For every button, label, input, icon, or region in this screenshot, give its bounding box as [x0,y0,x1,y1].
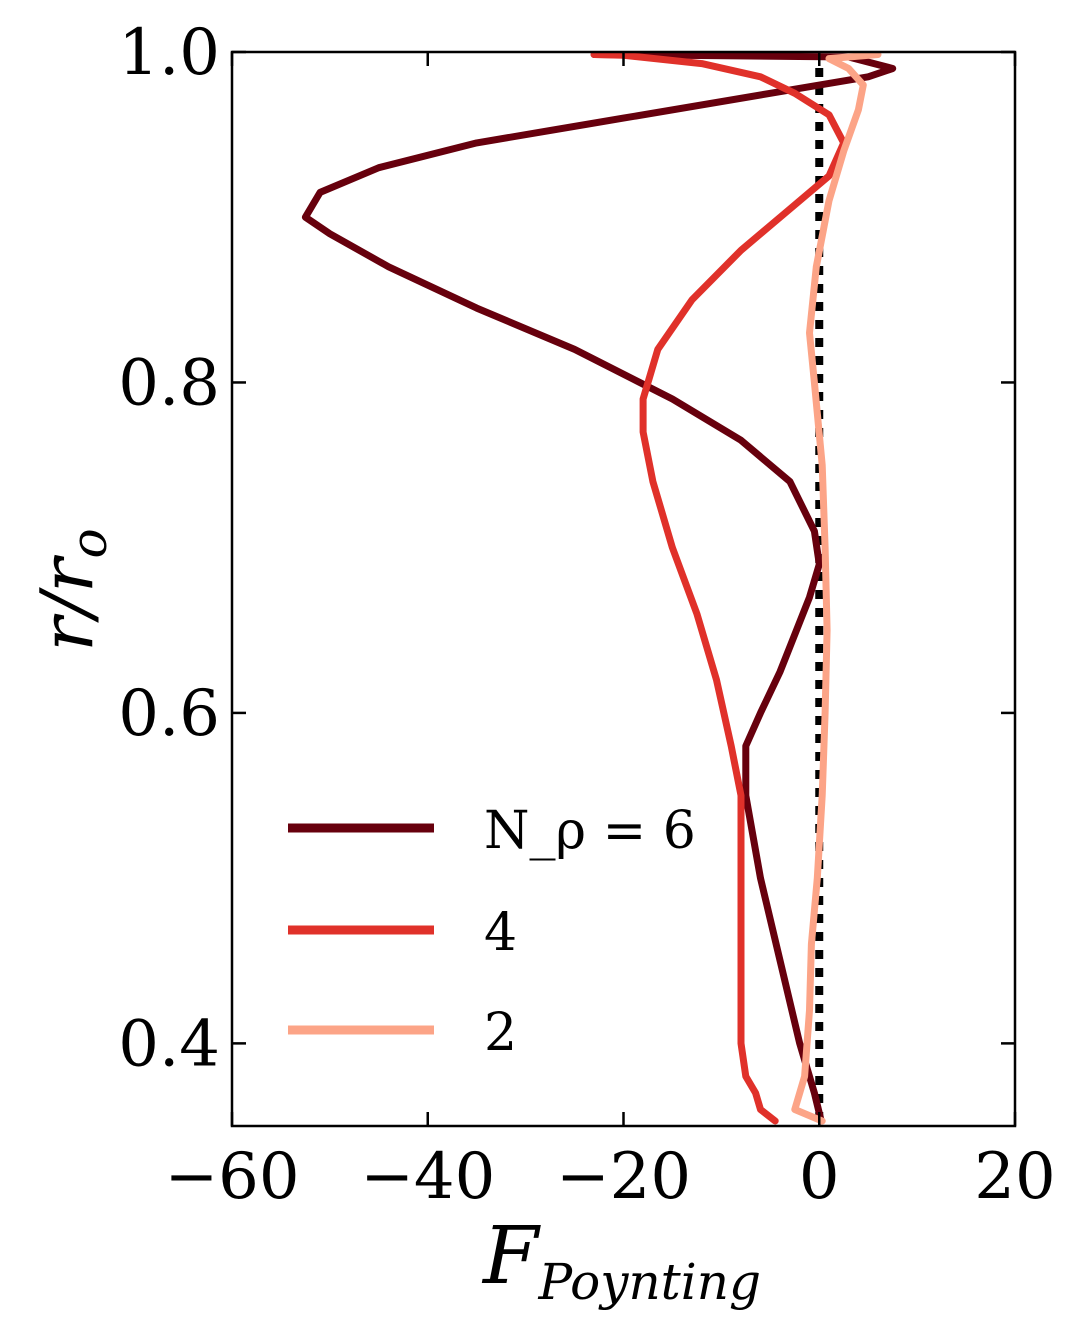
series-layer [301,51,897,1125]
legend-label-1: 4 [484,903,517,963]
y-tick-label: 0.8 [118,346,220,420]
x-tick-label: 20 [974,1140,1055,1214]
x-tick-label: 0 [799,1140,840,1214]
y-tick-label: 0.4 [118,1007,220,1081]
legend-label-2: 2 [484,1003,517,1063]
x-tick-label: −20 [556,1140,691,1214]
y-axis-label: r/ro [25,528,118,651]
x-tick-label: −60 [164,1140,299,1214]
series-line-0 [301,51,897,1125]
axes-layer: −60 −40 −20 0 20 0.4 0.6 0.8 1.0 [118,16,1056,1214]
x-axis-label: FPoynting [481,1209,761,1311]
y-tick-label: 0.6 [118,677,220,751]
legend-label-0: N_ρ = 6 [484,801,696,861]
legend: N_ρ = 6 4 2 [288,801,696,1063]
series-line-2 [791,51,882,1125]
svg-text:r/ro: r/ro [25,528,118,651]
series-line-1 [590,51,848,1125]
plot-frame [230,50,1017,1128]
y-tick-label: 1.0 [118,16,220,90]
x-tick-label: −40 [360,1140,495,1214]
svg-text:FPoynting: FPoynting [481,1209,761,1311]
